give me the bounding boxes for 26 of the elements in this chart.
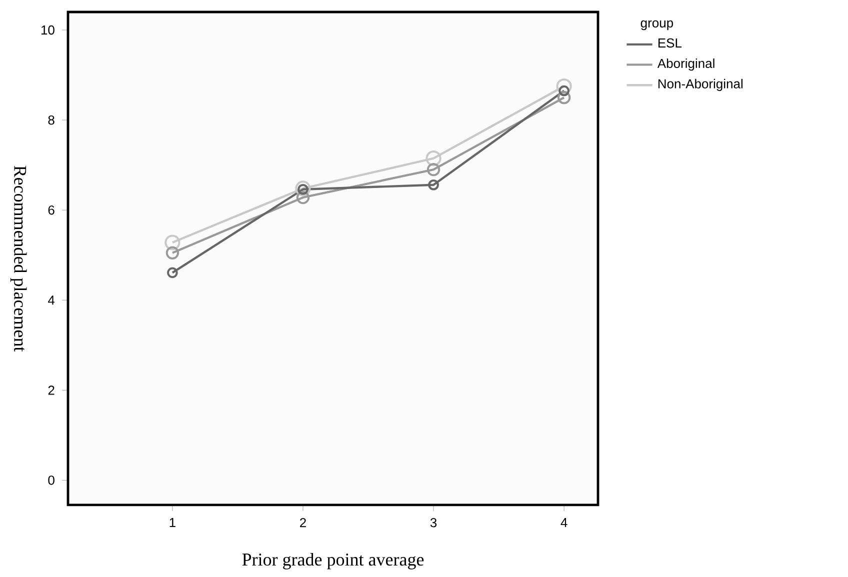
y-tick-label: 0	[48, 476, 54, 485]
point	[295, 180, 311, 196]
point	[556, 78, 572, 94]
point	[166, 246, 180, 260]
x-axis-title: Prior grade point average	[242, 552, 424, 570]
point	[164, 234, 180, 250]
y-tick-label: 4	[48, 296, 55, 305]
y-tick-label: 2	[48, 386, 54, 395]
point	[557, 90, 571, 104]
x-tick-label: 1	[170, 518, 176, 527]
legend-label: ESL	[658, 38, 682, 48]
x-tick-label: 3	[430, 518, 437, 528]
y-tick-label: 6	[48, 206, 54, 215]
y-tick-label: 10	[41, 25, 54, 35]
point	[428, 179, 439, 190]
legend-label: Non-Aboriginal	[658, 78, 742, 91]
point	[296, 190, 310, 204]
point	[426, 162, 440, 176]
point	[167, 267, 178, 278]
y-axis-title: Recommended placement	[10, 166, 27, 352]
y-tick-label: 8	[48, 115, 54, 125]
legend-label: Aboriginal	[657, 58, 714, 71]
x-tick-label: 4	[560, 518, 568, 527]
x-tick-label: 2	[300, 518, 306, 528]
point	[426, 150, 442, 166]
legend-title: group	[640, 20, 674, 30]
